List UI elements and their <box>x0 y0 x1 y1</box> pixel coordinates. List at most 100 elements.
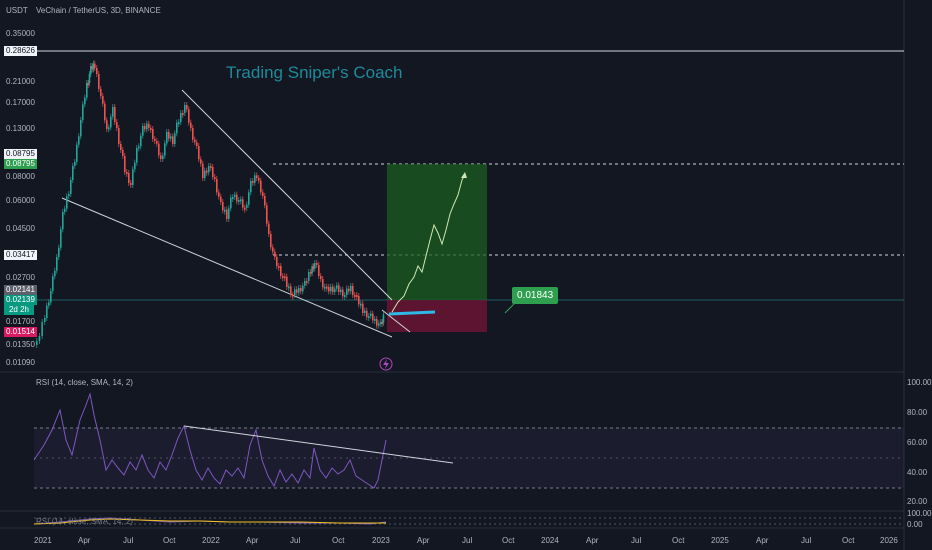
candle-body <box>202 163 204 178</box>
candle-body <box>242 199 244 208</box>
price-tick: 0.13000 <box>6 124 35 133</box>
candle-body <box>98 74 100 89</box>
candle-body <box>372 313 374 321</box>
candle-body <box>256 175 258 178</box>
wedge-upper-line <box>181 89 393 301</box>
rsi-tick: 100.00 <box>907 378 932 387</box>
candle-body <box>356 295 358 297</box>
candle-body <box>94 63 96 68</box>
candle-body <box>246 204 248 208</box>
time-tick: Apr <box>586 536 599 545</box>
candle-body <box>360 303 362 306</box>
candle-body <box>90 66 92 74</box>
candle-body <box>370 313 372 316</box>
candle-body <box>46 305 48 318</box>
candle-body <box>340 289 342 292</box>
candle-body <box>148 123 150 128</box>
mid-price-tag: 0.03417 <box>4 250 37 260</box>
rsi2-title[interactable]: RSI (14, close, SMA, 14, 2) <box>36 517 133 526</box>
projection-path <box>391 173 466 313</box>
candle-body <box>100 89 102 96</box>
candle-body <box>87 83 89 85</box>
rsi-title[interactable]: RSI (14, close, SMA, 14, 2) <box>36 378 133 387</box>
candle-body <box>92 63 95 70</box>
candle-body <box>306 281 308 283</box>
price-tick: 0.17000 <box>6 98 35 107</box>
time-tick: 2021 <box>34 536 52 545</box>
time-tick: 2024 <box>541 536 559 545</box>
candle-body <box>338 285 340 292</box>
candle-body <box>128 173 130 183</box>
candle-body <box>86 83 88 98</box>
candle-body <box>308 272 310 281</box>
candle-body <box>354 295 356 297</box>
candle-body <box>230 197 232 209</box>
candle-body <box>224 209 226 212</box>
time-tick: Apr <box>246 536 259 545</box>
candle-body <box>190 122 192 128</box>
countdown-tag: 2d 2h <box>4 305 34 315</box>
candle-body <box>170 136 172 139</box>
stop-price-tag: 0.01514 <box>4 327 37 337</box>
candle-body <box>52 276 54 291</box>
candle-body <box>378 323 380 326</box>
candle-body <box>154 139 156 141</box>
price-tick: 0.21000 <box>6 77 35 86</box>
time-tick: Oct <box>163 536 176 545</box>
candle-body <box>336 285 338 289</box>
price-callout[interactable]: 0.01843 <box>512 287 559 304</box>
candle-body <box>122 150 124 156</box>
candle-body <box>311 266 313 273</box>
candle-body <box>278 266 280 268</box>
candle-body <box>264 196 266 206</box>
candle-body <box>276 257 278 266</box>
candle-body <box>48 302 50 306</box>
candle-body <box>78 136 80 145</box>
candle-body <box>50 291 52 303</box>
candle-body <box>381 322 383 324</box>
candle-body <box>144 126 146 130</box>
rsi-tick: 20.00 <box>907 497 928 506</box>
candle-body <box>290 286 292 295</box>
candle-body <box>138 146 140 149</box>
candle-body <box>274 251 276 257</box>
candle-body <box>142 126 144 136</box>
candle-body <box>300 288 302 292</box>
time-tick: 2023 <box>372 536 390 545</box>
time-tick: Oct <box>502 536 515 545</box>
candle-body <box>120 144 122 150</box>
candle-body <box>36 341 38 345</box>
candle-body <box>60 229 62 248</box>
candle-body <box>168 132 170 139</box>
candle-body <box>214 177 216 179</box>
candle-body <box>312 266 315 269</box>
candle-body <box>70 180 72 194</box>
candle-body <box>324 286 326 289</box>
candle-body <box>178 122 180 124</box>
candle-body <box>226 209 228 219</box>
candle-body <box>330 286 332 292</box>
candle-body <box>232 197 234 199</box>
candle-body <box>348 288 350 292</box>
candle-body <box>58 247 60 257</box>
candle-body <box>152 129 154 139</box>
candle-body <box>364 310 366 313</box>
price-candles <box>36 60 385 348</box>
time-tick: Jul <box>290 536 301 545</box>
candle-body <box>280 266 282 276</box>
candle-body <box>62 212 64 230</box>
time-tick: 2025 <box>711 536 729 545</box>
wedge-lower-line <box>61 197 393 338</box>
rsi-tick: 40.00 <box>907 468 928 477</box>
time-tick: Apr <box>417 536 430 545</box>
candle-body <box>292 294 294 297</box>
candle-body <box>166 132 168 144</box>
candle-body <box>374 319 376 321</box>
time-tick: 2022 <box>202 536 220 545</box>
candle-body <box>258 178 260 181</box>
time-tick: Jul <box>801 536 812 545</box>
candle-body <box>218 192 220 197</box>
rsi-tick: 60.00 <box>907 438 928 447</box>
symbol-title[interactable]: VeChain / TetherUS, 3D, BINANCE <box>36 6 161 15</box>
